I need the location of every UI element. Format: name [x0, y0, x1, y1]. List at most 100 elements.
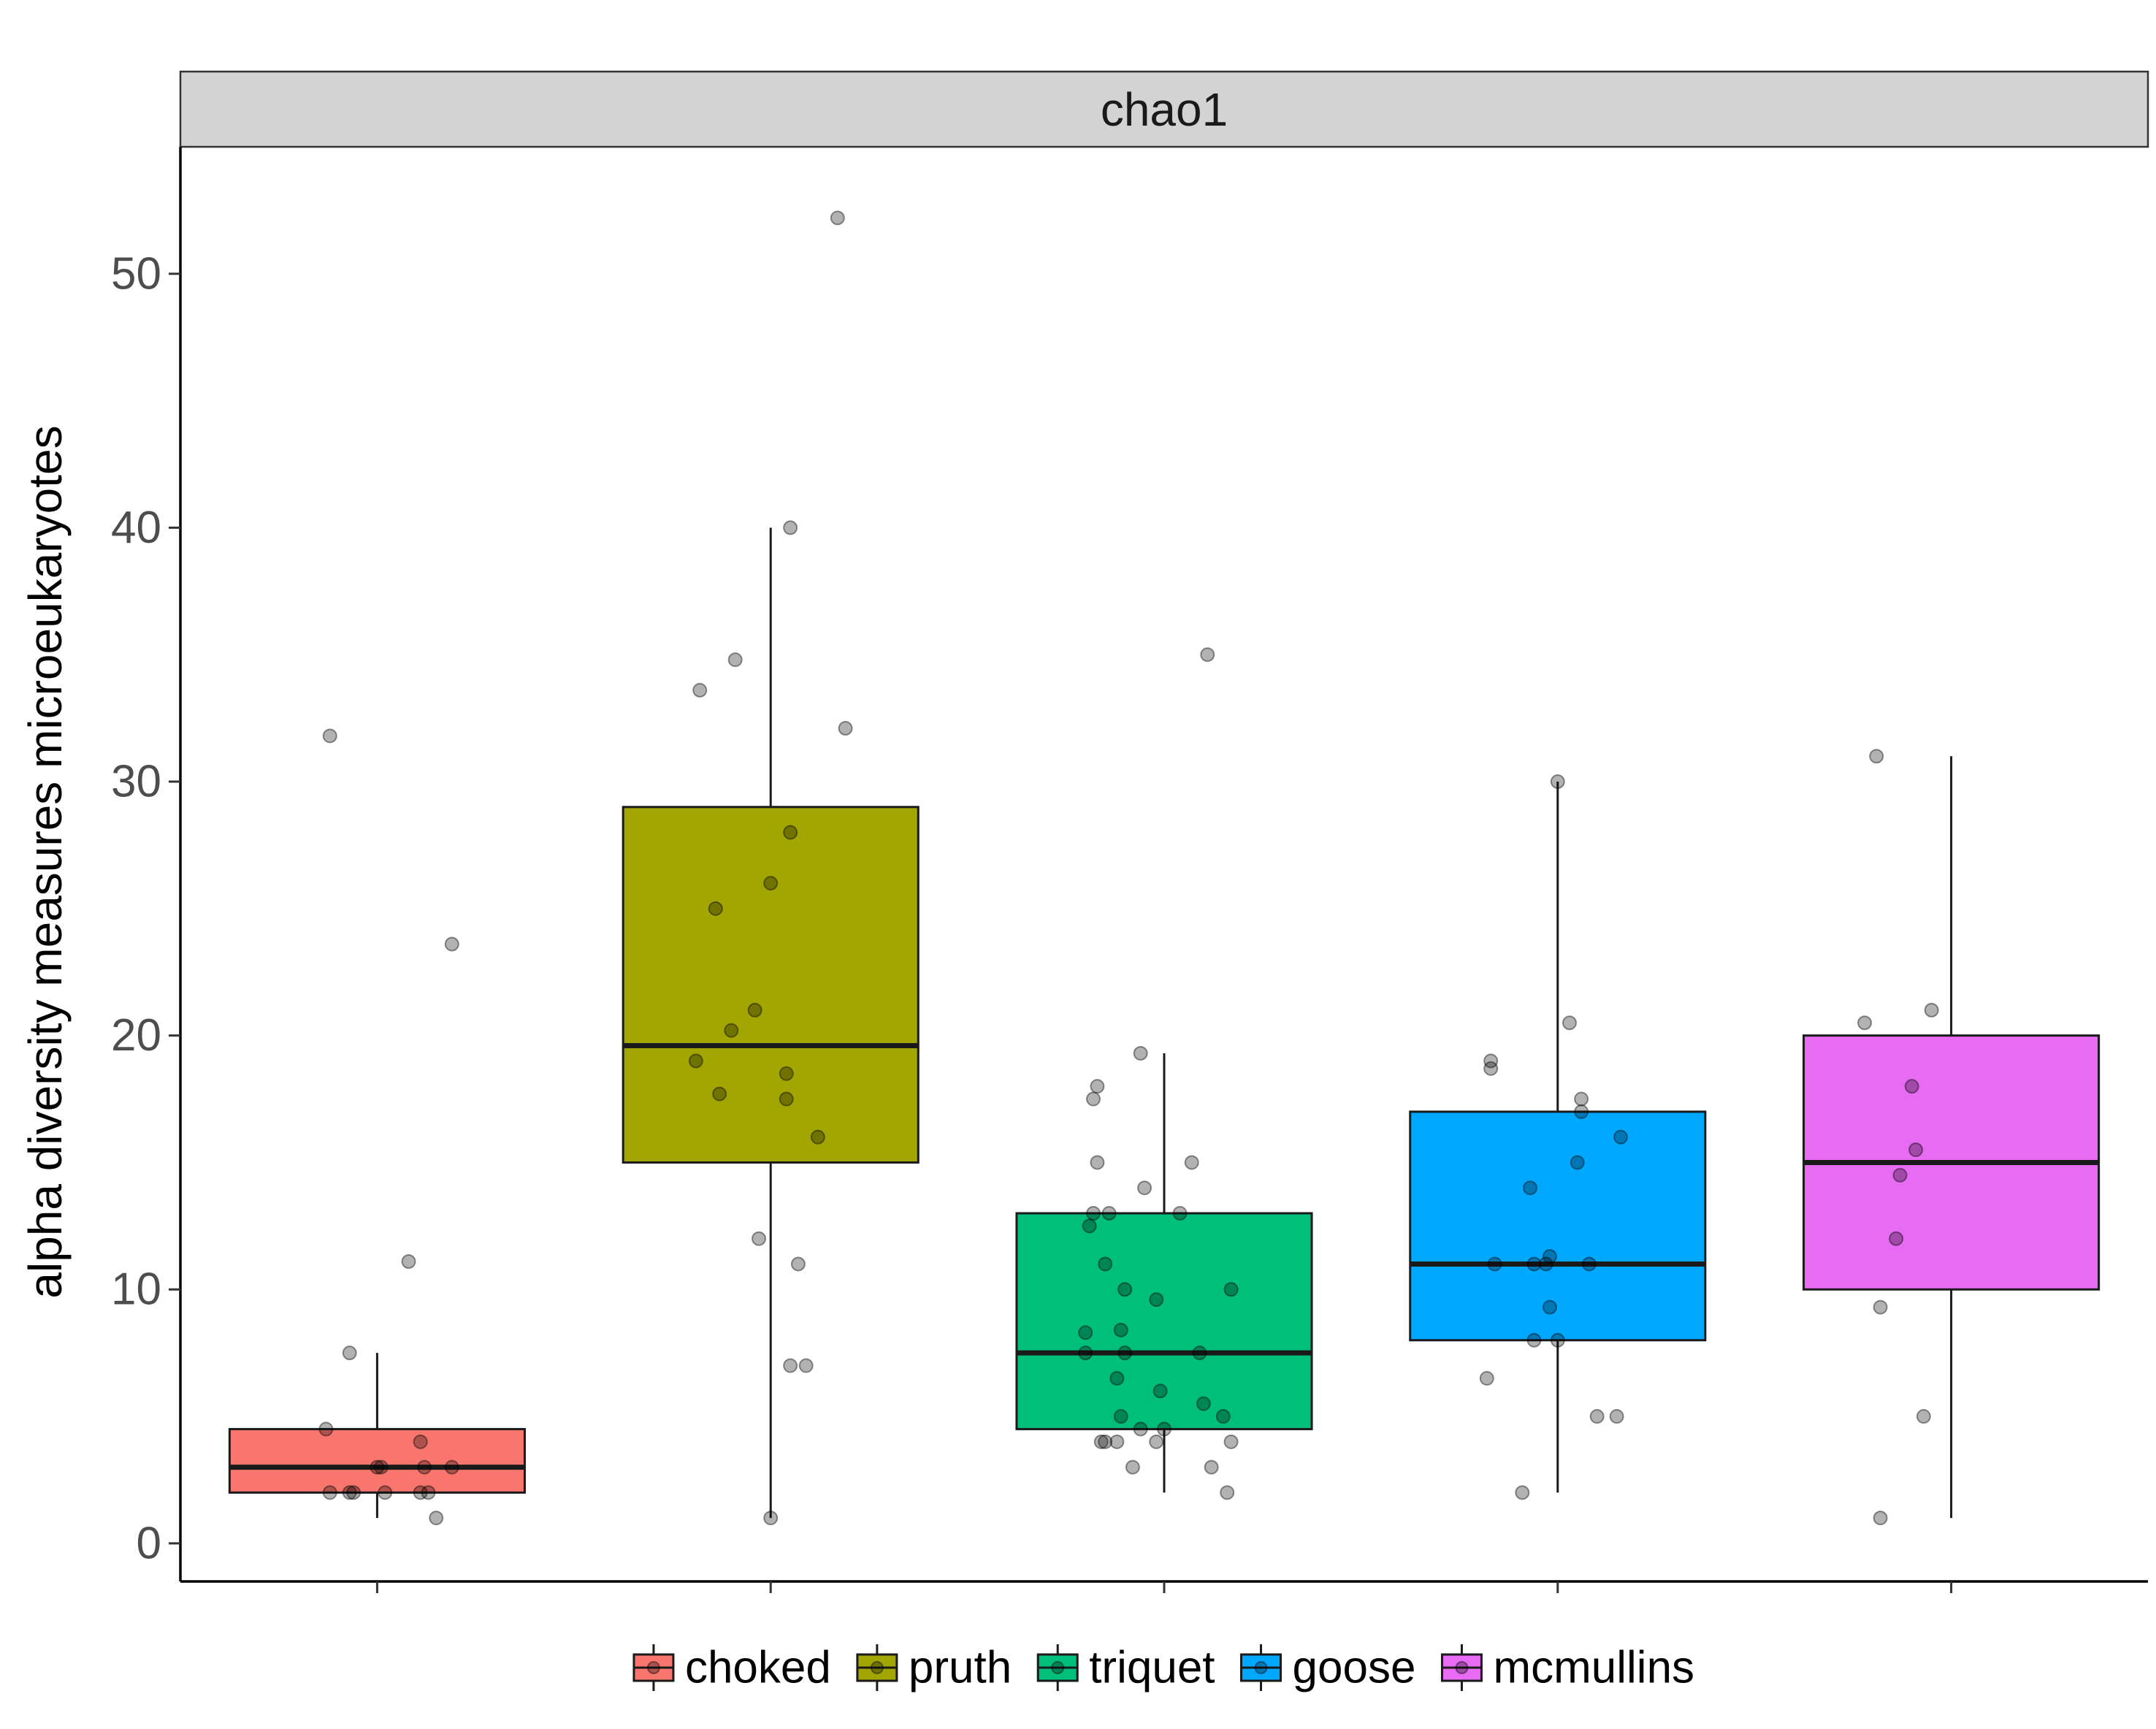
- data-point: [1574, 1091, 1589, 1107]
- data-point: [1149, 1434, 1164, 1449]
- data-point: [1857, 1015, 1873, 1031]
- data-point: [727, 652, 743, 668]
- data-point: [1090, 1079, 1105, 1094]
- data-point: [1098, 1256, 1113, 1272]
- data-point: [724, 1023, 739, 1038]
- data-point: [1892, 1167, 1908, 1183]
- data-point: [1200, 647, 1215, 663]
- data-point: [401, 1254, 416, 1270]
- legend-key-point: [646, 1661, 660, 1674]
- y-tick-label: 50: [111, 248, 161, 299]
- data-point: [752, 1231, 767, 1246]
- data-point: [413, 1434, 428, 1449]
- data-point: [1184, 1155, 1199, 1170]
- legend-item-mcmullins: mcmullins: [1440, 1643, 1694, 1693]
- data-point: [370, 1459, 385, 1475]
- data-point: [1869, 749, 1884, 764]
- data-point: [1078, 1325, 1093, 1340]
- data-point: [779, 1066, 794, 1081]
- data-point: [322, 728, 337, 744]
- points-pruth: [688, 210, 853, 1526]
- data-point: [1090, 1155, 1105, 1170]
- data-point: [838, 721, 853, 736]
- data-point: [1526, 1332, 1542, 1348]
- data-point: [373, 1459, 389, 1475]
- data-point: [1908, 1142, 1924, 1158]
- legend-label: choked: [685, 1643, 831, 1693]
- box-triquet: [1015, 1212, 1313, 1430]
- box-goose: [1409, 1110, 1707, 1342]
- plot-area: [228, 210, 2100, 1526]
- y-tick-label: 0: [137, 1518, 161, 1568]
- data-point: [1137, 1180, 1152, 1196]
- facet-strip: [179, 70, 2149, 148]
- legend-item-triquet: triquet: [1036, 1643, 1215, 1693]
- data-point: [1916, 1409, 1931, 1424]
- data-point: [1538, 1256, 1553, 1272]
- data-point: [779, 1091, 794, 1107]
- data-point: [1172, 1205, 1188, 1221]
- data-point: [783, 520, 798, 535]
- data-point: [1192, 1346, 1207, 1361]
- data-point: [692, 682, 708, 698]
- box-choked: [228, 1427, 526, 1494]
- axes: 0 10 20 30 40 50: [111, 147, 2148, 1593]
- data-point: [712, 1086, 727, 1102]
- data-point: [1483, 1053, 1499, 1069]
- legend-key-point: [1455, 1661, 1469, 1674]
- data-point: [429, 1511, 444, 1526]
- data-point: [688, 1053, 703, 1069]
- data-point: [1149, 1292, 1164, 1308]
- data-point: [1223, 1434, 1239, 1449]
- data-point: [342, 1346, 357, 1361]
- data-point: [1479, 1370, 1494, 1386]
- points-mcmullins: [1857, 749, 1939, 1526]
- data-point: [810, 1129, 825, 1145]
- data-point: [1543, 1299, 1558, 1315]
- data-point: [1215, 1409, 1231, 1424]
- legend: choked pruth triquet goose mcmullins: [632, 1643, 1694, 1693]
- y-tick-label: 40: [111, 503, 161, 553]
- data-point: [1873, 1511, 1888, 1526]
- points-choked: [318, 728, 459, 1526]
- y-tick-label: 30: [111, 757, 161, 807]
- data-point: [342, 1485, 357, 1500]
- data-point: [1889, 1231, 1904, 1246]
- data-point: [763, 876, 779, 891]
- data-point: [1157, 1421, 1171, 1437]
- data-point: [378, 1485, 393, 1500]
- data-point: [1487, 1256, 1502, 1272]
- points-triquet: [1078, 647, 1239, 1500]
- legend-key-point: [1254, 1661, 1268, 1674]
- data-point: [747, 1002, 762, 1018]
- data-point: [1523, 1180, 1538, 1196]
- data-point: [1152, 1383, 1168, 1399]
- data-point: [1117, 1282, 1133, 1297]
- data-point: [1117, 1346, 1133, 1361]
- legend-label: triquet: [1089, 1643, 1215, 1693]
- data-point: [1613, 1129, 1629, 1145]
- legend-label: pruth: [909, 1643, 1012, 1693]
- data-point: [1133, 1045, 1148, 1061]
- legend-label: mcmullins: [1493, 1643, 1694, 1693]
- data-point: [1526, 1256, 1542, 1272]
- box-group-pruth: [622, 527, 920, 1519]
- data-point: [1589, 1409, 1605, 1424]
- y-tick-label: 20: [111, 1010, 161, 1061]
- box-group-goose: [1409, 782, 1707, 1493]
- data-point: [444, 936, 459, 952]
- data-point: [1223, 1282, 1239, 1297]
- data-point: [1204, 1459, 1219, 1475]
- data-point: [708, 901, 723, 916]
- facet-strip-label: chao1: [1101, 83, 1228, 136]
- data-point: [1082, 1218, 1097, 1234]
- data-point: [421, 1485, 436, 1500]
- data-point: [1609, 1409, 1624, 1424]
- legend-item-choked: choked: [632, 1643, 831, 1693]
- legend-item-pruth: pruth: [856, 1643, 1012, 1693]
- data-point: [1570, 1155, 1585, 1170]
- data-point: [790, 1256, 806, 1272]
- data-point: [1113, 1322, 1128, 1337]
- data-point: [1574, 1104, 1589, 1119]
